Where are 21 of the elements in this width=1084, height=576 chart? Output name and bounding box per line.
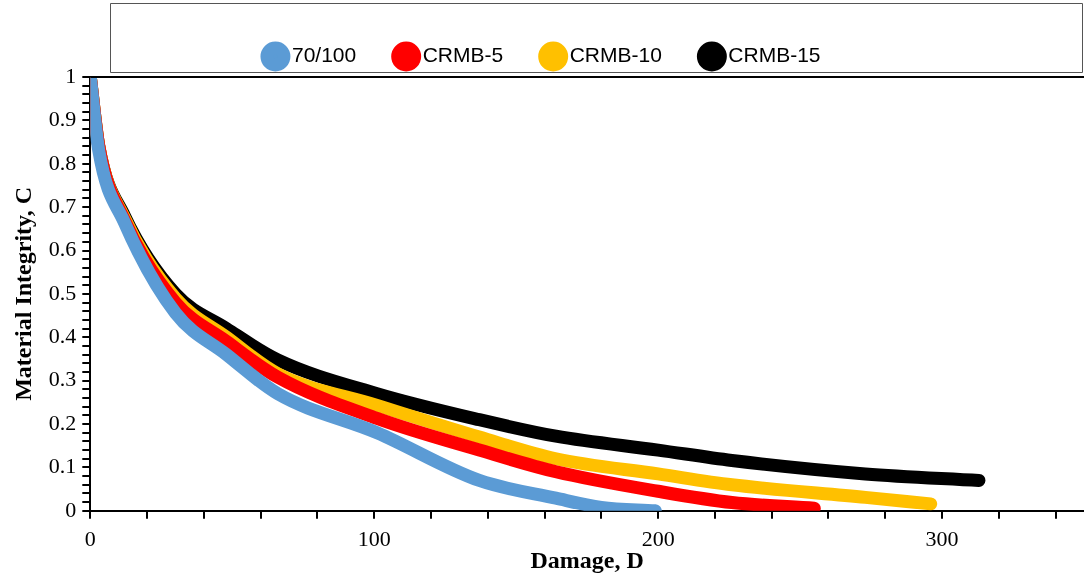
y-tick-label: 0.7 [48,192,77,218]
legend-label: CRMB-5 [422,43,504,67]
y-tick-label: 0.6 [48,236,77,262]
x-tick-label: 0 [84,525,96,551]
x-tick-label: 300 [925,525,959,551]
legend-label: CRMB-10 [569,43,662,67]
y-tick-label: 0 [65,496,77,522]
y-axis-title: Material Integrity, C [9,186,36,401]
x-axis-title: Damage, D [530,546,644,573]
legend-label: CRMB-15 [728,43,821,67]
y-tick-label: 0.4 [48,323,77,349]
x-tick-label: 100 [357,525,391,551]
legend-label: 70/100 [291,43,357,67]
y-tick-label: 0.5 [48,279,77,305]
y-tick-label: 0.3 [48,366,77,392]
y-tick-label: 0.2 [48,409,77,435]
x-tick-label: 200 [641,525,675,551]
y-tick-label: 0.9 [48,106,77,132]
y-tick-label: 0.1 [48,453,77,479]
y-tick-label: 0.8 [48,149,77,175]
y-tick-label: 1 [65,62,77,88]
